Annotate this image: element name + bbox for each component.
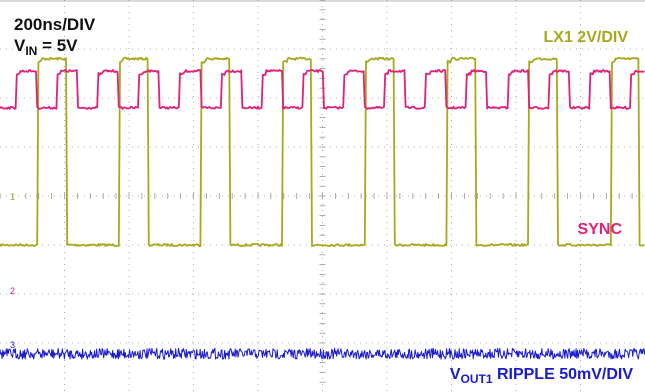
ch2-marker: 2: [10, 286, 15, 296]
lx1-trace: [0, 56, 645, 247]
lx1-label: LX1 2V/DIV: [544, 29, 629, 46]
vout-ripple-trace: [0, 347, 645, 360]
vout-ripple-label: VOUT1 RIPPLE 50mV/DIV: [450, 366, 634, 386]
ch3-marker: 3: [10, 340, 15, 350]
sync-label: SYNC: [578, 221, 623, 238]
ch1-marker: 1: [10, 192, 15, 202]
sync-trace: [0, 69, 645, 110]
timebase-label: 200ns/DIV: [14, 15, 96, 34]
trace-layer: [0, 56, 645, 360]
vin-label: VIN = 5V: [14, 36, 78, 58]
